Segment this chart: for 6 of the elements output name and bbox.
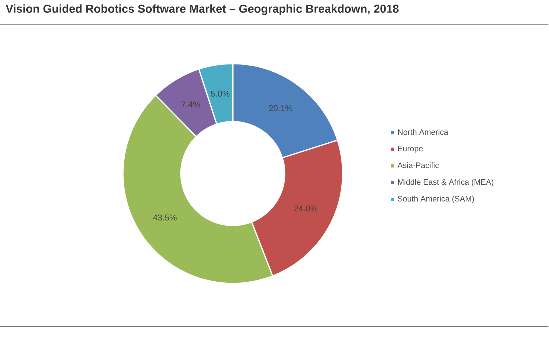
data-label: 20.1% (269, 106, 293, 112)
data-label: 24.0% (294, 206, 318, 212)
data-label: 43.5% (153, 214, 177, 221)
data-label: 5.0% (211, 91, 230, 98)
chart-title: Vision Guided Robotics Software Market – Geographic Breakdown, 2018 (6, 4, 399, 16)
data-label: 7.4% (182, 102, 200, 108)
